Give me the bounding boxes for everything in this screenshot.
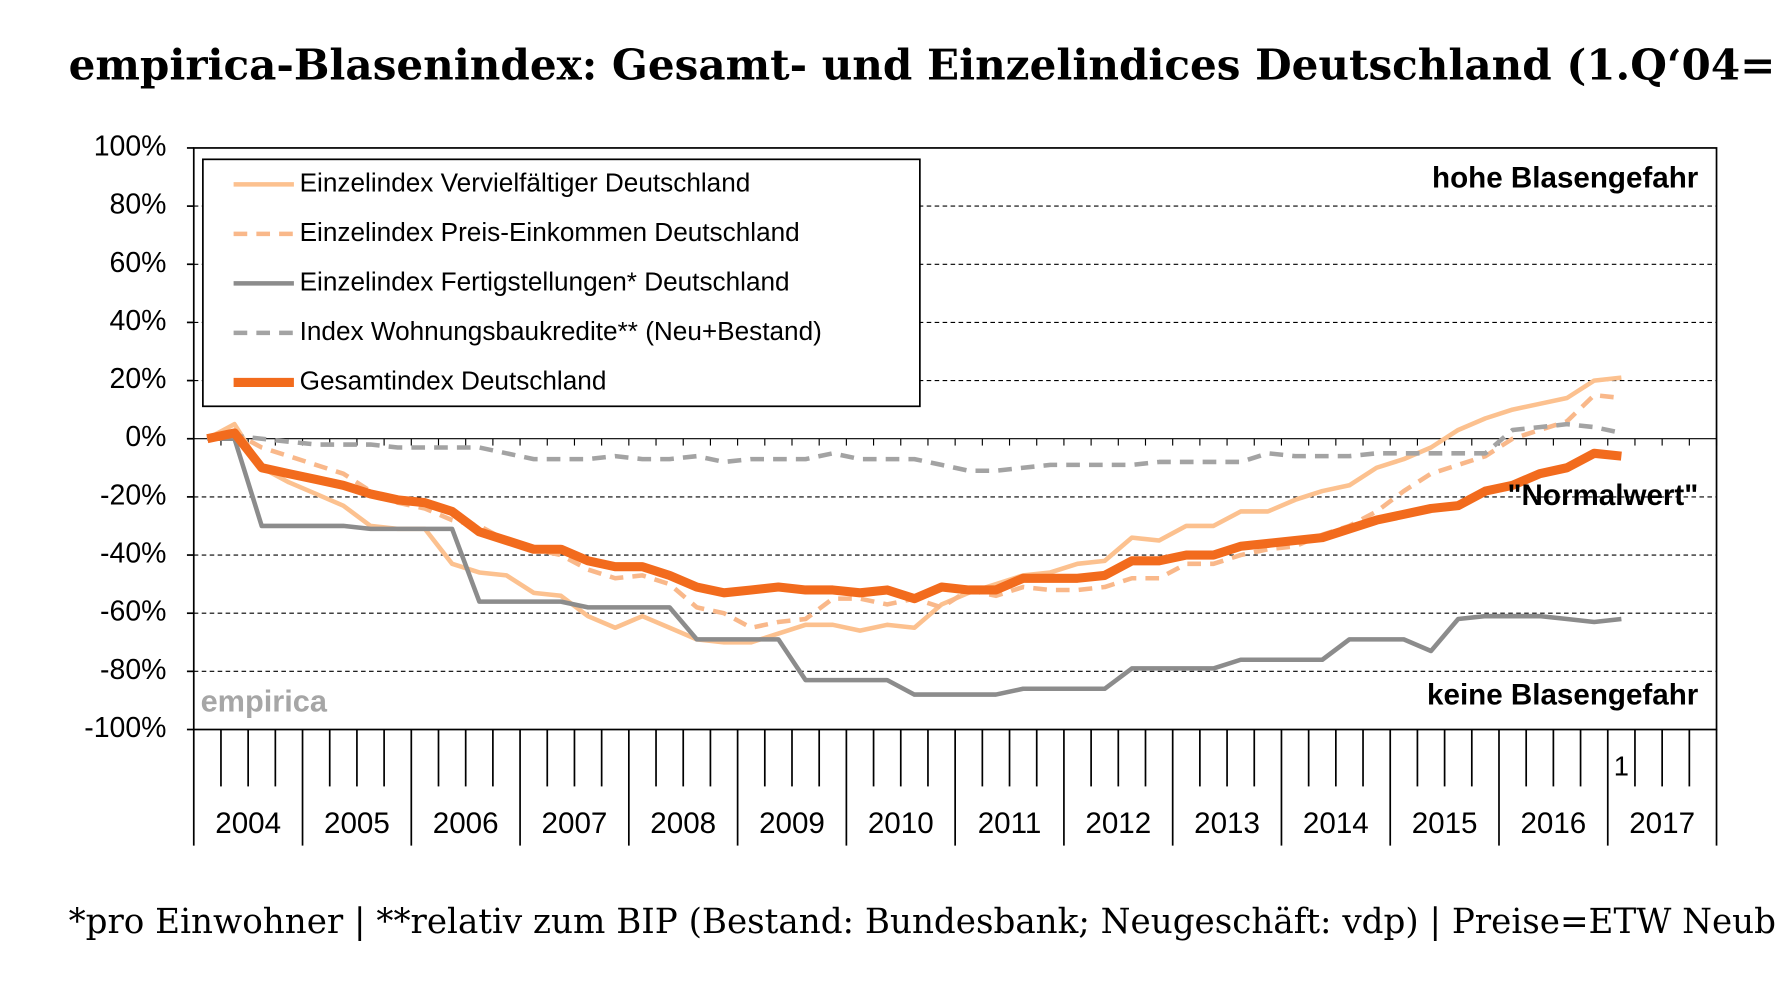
- x-year-label: 2015: [1412, 807, 1478, 840]
- annotation: keine Blasengefahr: [1427, 678, 1699, 711]
- x-year-label: 2014: [1303, 807, 1369, 840]
- legend-label: Einzelindex Fertigstellungen* Deutschlan…: [300, 266, 790, 296]
- legend-box: [202, 158, 921, 408]
- y-tick-label: 60%: [110, 247, 167, 279]
- y-tick-label: 20%: [110, 363, 167, 395]
- x-year-label: 2006: [433, 807, 499, 840]
- y-tick-label: 100%: [94, 130, 167, 162]
- x-tick-label: 1: [1614, 750, 1629, 781]
- x-year-label: 2016: [1520, 807, 1586, 840]
- series-line: [207, 436, 1622, 697]
- y-tick-label: -40%: [100, 538, 166, 570]
- y-tick-label: -60%: [100, 596, 166, 628]
- x-year-label: 2017: [1629, 807, 1695, 840]
- footnote: *pro Einwohner | **relativ zum BIP (Best…: [69, 902, 1776, 942]
- legend-label: Einzelindex Preis-Einkommen Deutschland: [300, 217, 800, 247]
- x-year-label: 2011: [978, 807, 1042, 840]
- series-line: [206, 428, 1622, 604]
- series-line: [207, 421, 1622, 473]
- y-tick-label: 80%: [110, 189, 167, 221]
- y-tick-label: 0%: [125, 421, 166, 453]
- x-year-label: 2007: [542, 807, 608, 840]
- x-year-label: 2012: [1085, 807, 1151, 840]
- y-tick-label: -80%: [100, 654, 166, 686]
- x-year-label: 2010: [868, 807, 934, 840]
- x-year-label: 2004: [215, 807, 281, 840]
- y-tick-label: -100%: [84, 712, 166, 744]
- chart-title: empirica-Blasenindex: Gesamt- und Einzel…: [69, 39, 1776, 89]
- legend-label: Index Wohnungsbaukredite** (Neu+Bestand): [300, 316, 822, 346]
- x-year-label: 2009: [759, 807, 825, 840]
- annotation: empirica: [201, 683, 328, 718]
- series-line: [206, 375, 1622, 645]
- annotation: hohe Blasengefahr: [1432, 162, 1699, 195]
- y-tick-label: -20%: [100, 479, 166, 511]
- x-year-label: 2013: [1194, 807, 1260, 840]
- legend-label: Gesamtindex Deutschland: [300, 365, 607, 395]
- x-year-label: 2008: [650, 807, 716, 840]
- annotation: "Normalwert": [1508, 479, 1699, 512]
- y-tick-label: 40%: [110, 305, 167, 337]
- x-year-label: 2005: [324, 807, 390, 840]
- legend-label: Einzelindex Vervielfältiger Deutschland: [300, 167, 751, 197]
